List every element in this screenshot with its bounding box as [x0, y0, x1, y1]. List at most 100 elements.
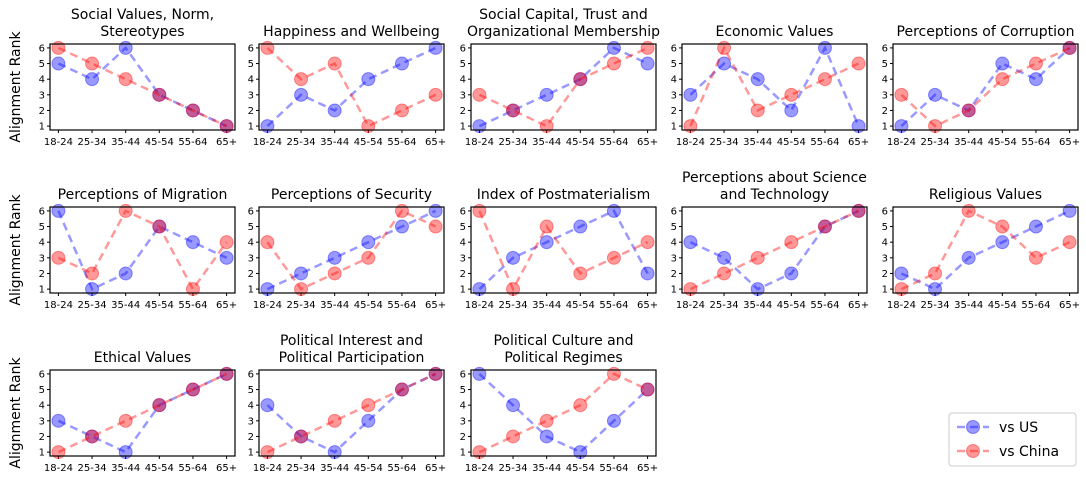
point	[894, 282, 909, 297]
point	[717, 266, 732, 281]
x-tick-label: 65+	[216, 463, 237, 474]
y-tick-label: 1	[248, 122, 254, 133]
point	[606, 40, 621, 55]
x-tick-label: 25-34	[499, 300, 528, 311]
y-tick-label: 2	[460, 106, 466, 117]
y-tick-label: 5	[460, 385, 466, 396]
point	[640, 40, 655, 55]
x-tick-label: 18-24	[465, 463, 494, 474]
series-line	[478, 372, 649, 454]
y-tick-label: 3	[460, 253, 466, 264]
point	[851, 203, 866, 218]
point	[683, 282, 698, 297]
point	[683, 87, 698, 102]
y-tick-label: 2	[248, 432, 254, 443]
axes-frame	[49, 43, 236, 131]
axes-frame	[49, 369, 236, 457]
x-tick-label: 45-54	[354, 300, 383, 311]
y-tick-label: 5	[671, 59, 677, 70]
x-tick-label: 55-64	[387, 300, 416, 311]
point	[717, 56, 732, 71]
point	[851, 119, 866, 134]
y-tick-label: 6	[671, 206, 677, 217]
y-tick-label: 4	[460, 238, 466, 249]
point	[85, 429, 100, 444]
point	[784, 87, 799, 102]
y-tick-label: 5	[39, 222, 45, 233]
x-tick-label: 65+	[637, 463, 658, 474]
y-tick-label: 6	[882, 43, 888, 54]
y-tick-label: 4	[671, 75, 677, 86]
x-tick-label: 18-24	[887, 137, 916, 148]
y-tick-label: 5	[248, 222, 254, 233]
point	[784, 235, 799, 250]
point	[539, 219, 554, 234]
point	[640, 382, 655, 397]
y-tick-label: 6	[671, 43, 677, 54]
y-tick-label: 3	[460, 416, 466, 427]
y-axis-label: Alignment Rank	[8, 194, 24, 306]
series-line	[478, 372, 649, 454]
x-tick-label: 55-64	[810, 300, 839, 311]
point	[1062, 40, 1077, 55]
point	[118, 413, 133, 428]
point	[539, 119, 554, 134]
point	[539, 429, 554, 444]
point	[85, 282, 100, 297]
x-tick-label: 18-24	[465, 137, 494, 148]
series-line	[57, 372, 228, 454]
point	[428, 40, 443, 55]
y-tick-label: 4	[248, 238, 254, 249]
point	[640, 235, 655, 250]
point	[361, 119, 376, 134]
point	[294, 87, 309, 102]
x-tick-label: 65+	[1059, 300, 1080, 311]
x-tick-label: 65+	[425, 463, 446, 474]
point	[961, 103, 976, 118]
point	[85, 72, 100, 87]
x-tick-label: 35-44	[320, 137, 349, 148]
point	[961, 203, 976, 218]
series-line	[57, 372, 228, 454]
point	[294, 429, 309, 444]
y-tick-label: 6	[248, 206, 254, 217]
x-tick-label: 35-44	[532, 300, 561, 311]
x-tick-label: 65+	[637, 300, 658, 311]
point	[260, 398, 275, 413]
point	[219, 119, 234, 134]
point	[539, 87, 554, 102]
x-tick-label: 18-24	[676, 300, 705, 311]
y-tick-label: 6	[39, 43, 45, 54]
y-tick-label: 1	[39, 122, 45, 133]
point	[506, 282, 521, 297]
point	[961, 103, 976, 118]
y-tick-label: 4	[671, 238, 677, 249]
point	[185, 382, 200, 397]
point	[573, 72, 588, 87]
point	[51, 413, 66, 428]
x-tick-label: 35-44	[954, 300, 983, 311]
point	[394, 203, 409, 218]
point	[472, 203, 487, 218]
point	[394, 103, 409, 118]
y-tick-label: 6	[460, 369, 466, 380]
x-tick-label: 55-64	[1021, 137, 1050, 148]
x-tick-label: 35-44	[954, 137, 983, 148]
point	[472, 282, 487, 297]
y-tick-label: 4	[39, 238, 45, 249]
point	[928, 119, 943, 134]
subplot-title: Economic Values	[716, 24, 834, 40]
y-tick-label: 4	[882, 75, 888, 86]
series-line	[689, 45, 860, 127]
y-tick-label: 2	[248, 106, 254, 117]
point	[683, 119, 698, 134]
point	[327, 250, 342, 265]
point	[118, 40, 133, 55]
subplot-title: Political Interest and Political Particip…	[279, 333, 425, 366]
point	[260, 119, 275, 134]
y-tick-label: 6	[460, 43, 466, 54]
axes-frame	[470, 206, 657, 294]
x-tick-label: 25-34	[78, 137, 107, 148]
x-tick-label: 65+	[216, 300, 237, 311]
x-tick-label: 65+	[216, 137, 237, 148]
